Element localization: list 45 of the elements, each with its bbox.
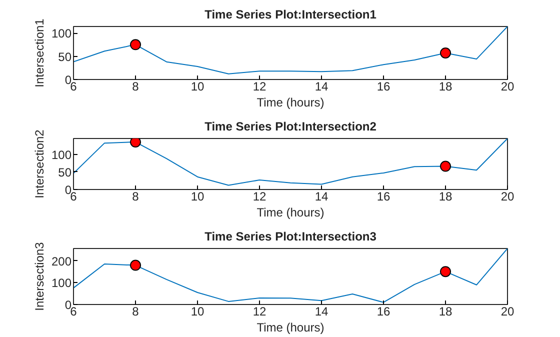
x-tick-label: 12 [252, 80, 266, 94]
line-series [74, 248, 508, 303]
x-tick-label: 10 [190, 190, 204, 204]
x-tick-label: 6 [70, 80, 78, 94]
y-tick-label: 50 [58, 50, 72, 64]
x-tick-label: 18 [438, 304, 452, 318]
y-tick-label: 100 [51, 276, 72, 290]
x-tick-label: 14 [314, 190, 328, 204]
x-tick-label: 20 [500, 304, 514, 318]
x-tick-label: 6 [70, 304, 78, 318]
line-series [74, 138, 508, 186]
x-tick-label: 14 [314, 80, 328, 94]
y-axis-title: Intersection1 [32, 18, 46, 88]
x-tick-label: 14 [314, 304, 328, 318]
y-tick-label: 0 [64, 73, 72, 87]
chart-title: Time Series Plot:Intersection1 [204, 8, 377, 22]
x-tick-label: 8 [132, 80, 140, 94]
y-axis-title: Intersection3 [32, 242, 46, 311]
chart-title: Time Series Plot:Intersection3 [204, 230, 377, 244]
x-axis-title: Time (hours) [256, 320, 324, 334]
x-tick-label: 8 [132, 190, 140, 204]
x-axis-title: Time (hours) [256, 206, 324, 220]
x-tick-label: 12 [252, 190, 266, 204]
y-tick-label: 100 [51, 26, 72, 41]
y-tick-label: 200 [51, 254, 72, 268]
x-tick-label: 18 [438, 80, 452, 94]
x-tick-label: 16 [376, 190, 390, 204]
x-tick-label: 16 [376, 80, 390, 94]
y-tick-label: 100 [51, 148, 72, 162]
y-tick-label: 0 [64, 298, 72, 312]
x-tick-label: 6 [70, 190, 78, 204]
x-tick-label: 20 [500, 80, 514, 94]
x-tick-label: 10 [190, 80, 204, 94]
y-tick-label: 0 [64, 183, 72, 197]
x-tick-label: 20 [500, 190, 514, 204]
y-axis-title: Intersection2 [32, 129, 46, 198]
line-series [74, 26, 508, 74]
x-tick-label: 8 [132, 304, 140, 318]
x-tick-label: 18 [438, 190, 452, 204]
x-tick-label: 16 [376, 304, 390, 318]
chart-title: Time Series Plot:Intersection2 [204, 120, 377, 134]
x-axis-title: Time (hours) [256, 96, 324, 110]
y-tick-label: 50 [58, 165, 72, 180]
x-tick-label: 10 [190, 304, 204, 318]
x-tick-label: 12 [252, 304, 266, 318]
